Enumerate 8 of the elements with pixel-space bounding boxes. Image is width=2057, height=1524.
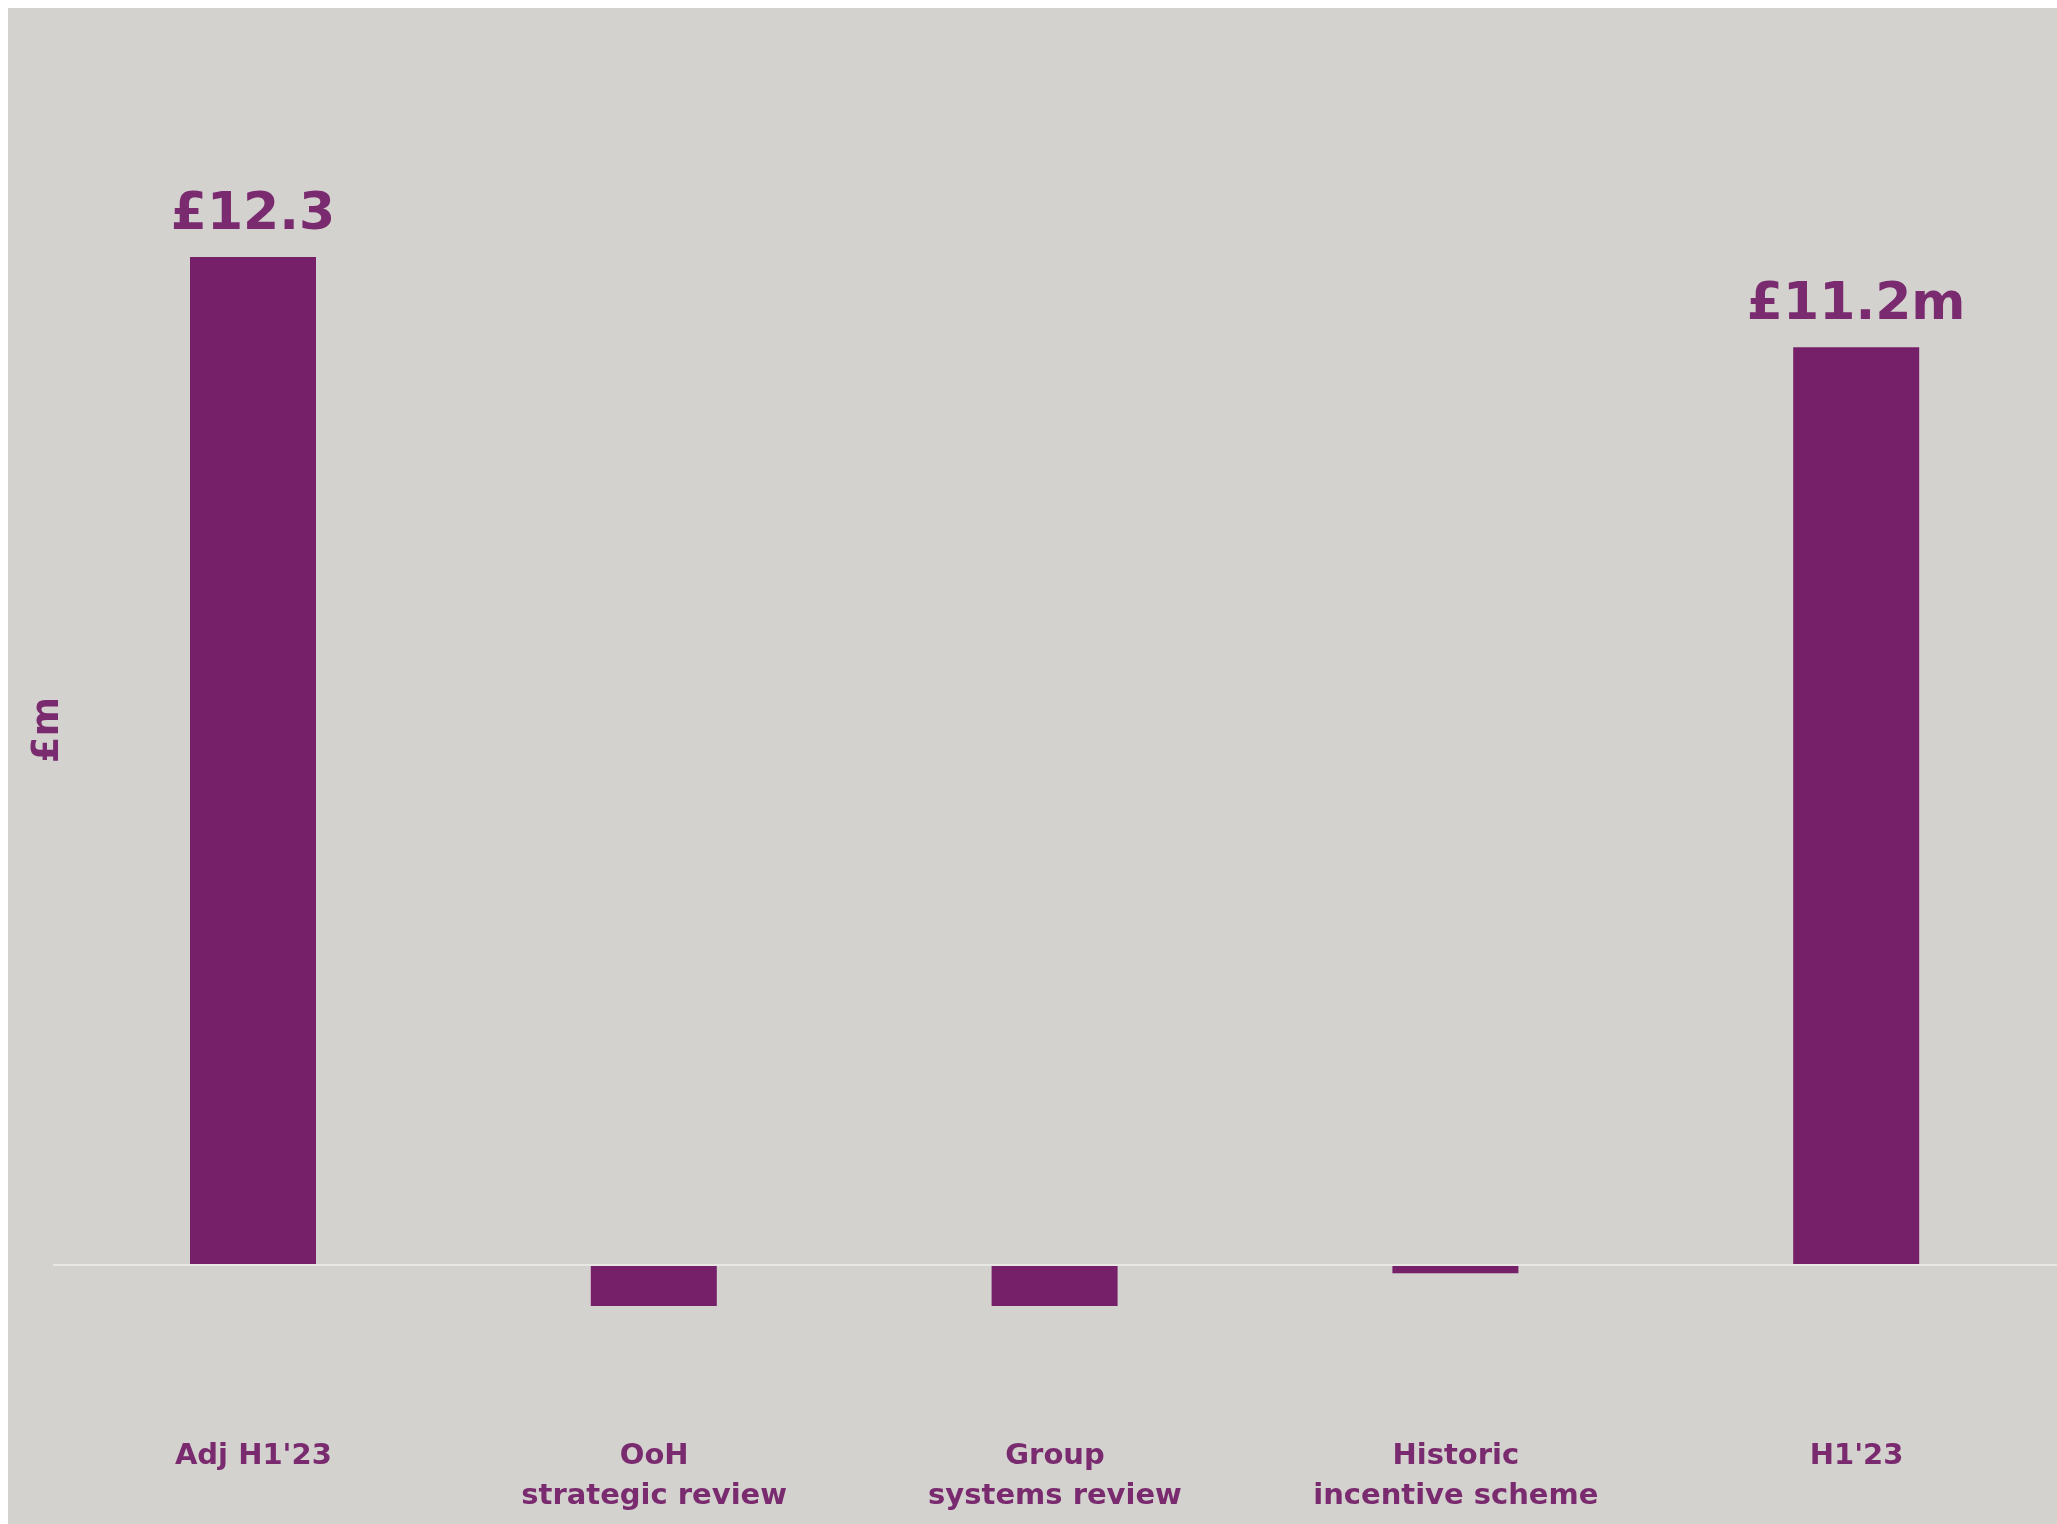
x-tick-label: OoH strategic review — [521, 1437, 788, 1511]
x-tick-label: Group systems review — [928, 1437, 1182, 1511]
data-label: £11.2m — [1746, 271, 1966, 332]
x-tick-label: H1'23 — [1809, 1437, 1904, 1471]
x-tick-label: Adj H1'23 — [174, 1437, 332, 1471]
data-label: £12.3 — [170, 181, 336, 241]
y-axis-title: £m — [23, 696, 68, 764]
x-tick-label: Historic incentive scheme — [1313, 1437, 1599, 1511]
